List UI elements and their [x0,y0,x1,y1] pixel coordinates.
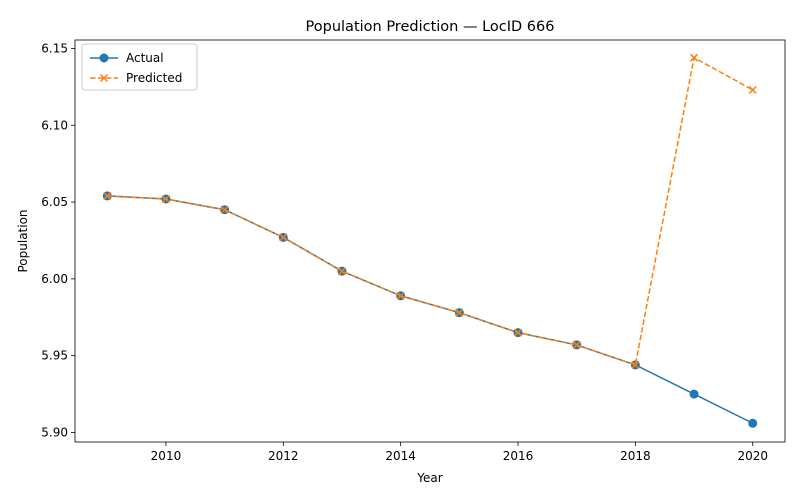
legend-marker [99,53,109,63]
y-tick-label: 5.95 [41,349,68,363]
data-point-predicted [631,360,640,369]
data-point-predicted [455,308,464,317]
series-line-predicted [107,56,754,366]
y-tick-label: 6.00 [41,272,68,286]
data-point-actual [689,389,699,399]
chart-title: Population Prediction — LocID 666 [306,19,555,35]
data-point-predicted [103,191,112,200]
data-point-predicted [572,340,581,349]
legend-marker [99,73,109,83]
data-point-predicted [396,291,405,300]
y-tick-label: 6.15 [41,41,68,55]
data-point-predicted [161,194,170,204]
data-point-predicted [337,267,347,276]
axes-frame [74,39,786,443]
x-axis-label: Year [416,471,442,485]
series-layer [102,53,758,428]
plot-area [75,40,785,442]
y-tick-label: 6.05 [41,195,68,209]
x-axis: 2010 2012 2014 2016 2018 2020 [151,442,768,463]
x-tick-label: 2020 [737,449,768,463]
legend-label: Predicted [126,71,182,85]
data-point-predicted [279,233,288,242]
legend-label: Actual [126,51,164,65]
plot-background [75,40,785,442]
y-axis: 5.90 5.95 6.00 6.05 6.10 6.15 [41,41,75,439]
data-point-predicted [513,328,523,337]
legend-entries: Actual Predicted [90,51,182,85]
data-point-predicted [690,53,699,62]
x-tick-label: 2014 [385,449,416,463]
data-point-predicted [748,85,757,94]
x-tick-label: 2012 [268,449,299,463]
axes-border [74,39,786,443]
y-tick-label: 6.10 [41,118,68,132]
legend: Actual Predicted [81,43,198,91]
x-tick-label: 2016 [503,449,534,463]
data-point-predicted [220,205,229,214]
x-tick-label: 2010 [151,449,182,463]
y-axis-label: Population [16,209,30,272]
data-point-actual [748,418,758,428]
series-predicted [103,53,757,369]
y-tick-label: 5.90 [41,425,68,439]
x-tick-label: 2018 [620,449,651,463]
